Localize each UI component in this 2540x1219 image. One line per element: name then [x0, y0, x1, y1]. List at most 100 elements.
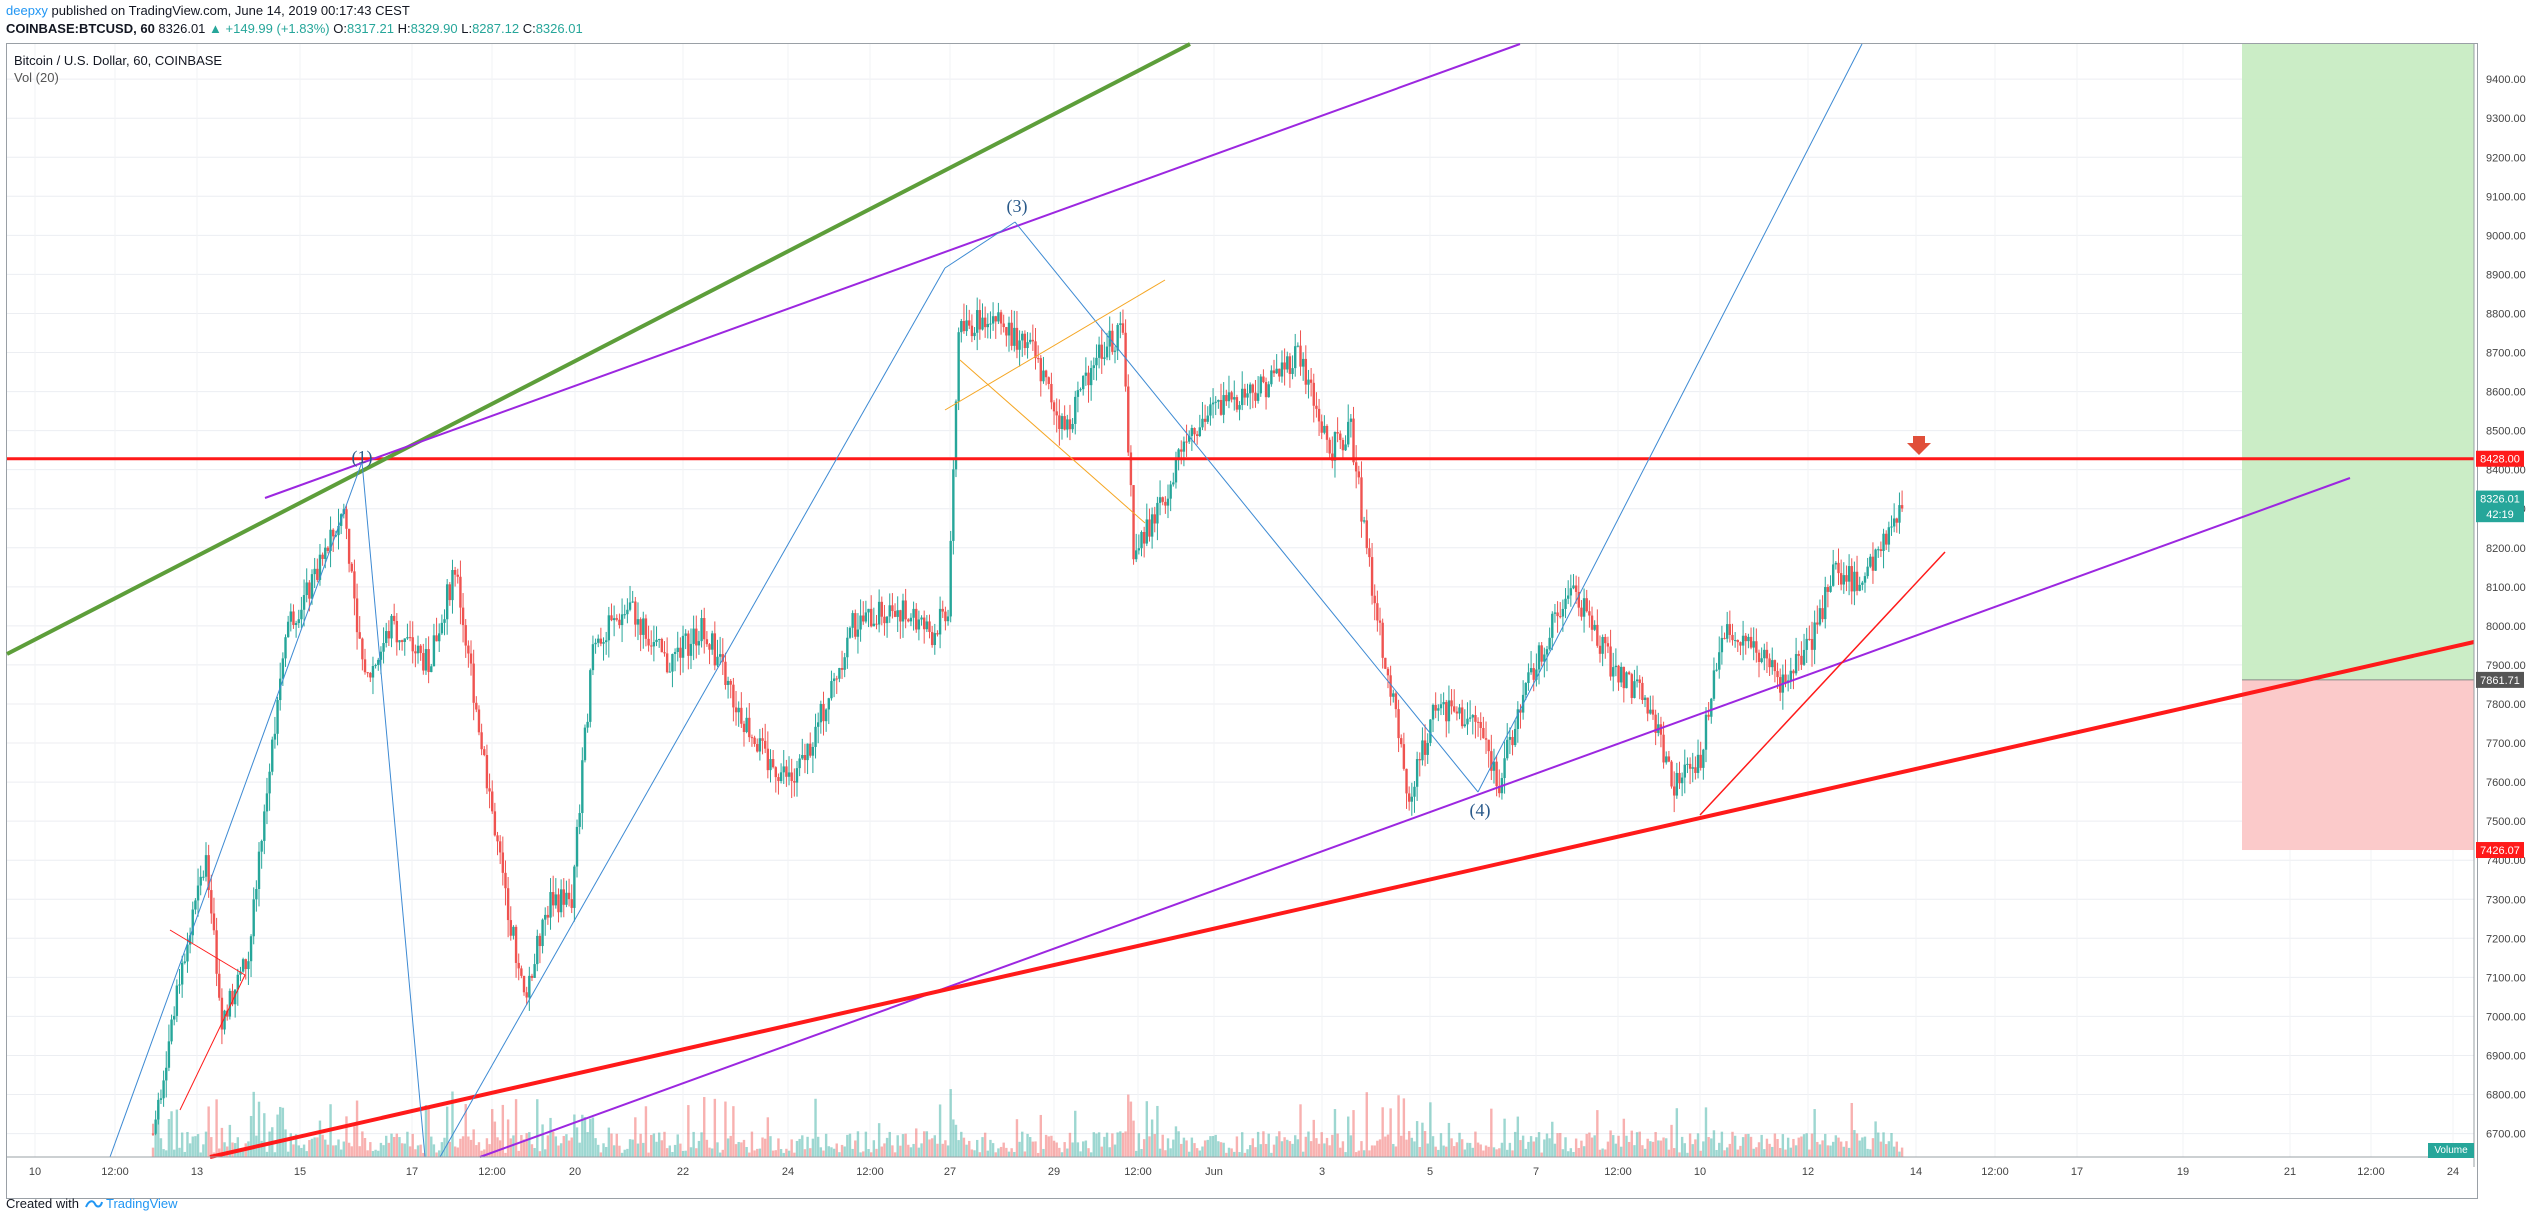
author-link[interactable]: deepxy: [6, 3, 48, 18]
candle-body: [1074, 396, 1077, 424]
candle-body: [1084, 372, 1088, 376]
candle-body: [210, 890, 213, 914]
candle-body: [1328, 439, 1331, 454]
volume-bar: [178, 1147, 181, 1157]
volume-bar: [1142, 1139, 1146, 1157]
candle-body: [1702, 749, 1705, 768]
volume-bar: [893, 1152, 897, 1157]
volume-bar: [1521, 1135, 1525, 1157]
volume-bar: [1683, 1143, 1686, 1157]
volume-bar: [1394, 1146, 1398, 1157]
volume-bar: [424, 1105, 428, 1157]
volume-bar: [1805, 1133, 1808, 1157]
volume-bar: [165, 1150, 168, 1157]
volume-bar: [440, 1142, 444, 1157]
volume-bar: [771, 1150, 775, 1157]
candle-body: [1384, 657, 1387, 669]
axes: 9400.00 9300.00 9200.00 9100.00 9000.00 8900.…: [7, 44, 2526, 1178]
candle-body: [1559, 616, 1562, 618]
volume-bar: [1339, 1147, 1342, 1157]
volume-bar: [729, 1135, 732, 1157]
candle-body: [233, 989, 237, 1005]
volume-bar: [199, 1152, 202, 1157]
volume-bar: [933, 1135, 936, 1157]
volume-bar: [1890, 1133, 1893, 1157]
y-tick-label: 7300.00: [2486, 894, 2526, 906]
volume-bar: [1490, 1108, 1493, 1157]
candle-body: [928, 621, 931, 632]
volume-bar: [626, 1148, 629, 1157]
candle-body: [901, 600, 905, 622]
candle-body: [218, 973, 221, 998]
volume-bar: [1580, 1140, 1583, 1157]
volume-bar: [387, 1142, 391, 1157]
candle-body: [443, 619, 446, 623]
x-tick-label: 27: [944, 1166, 956, 1178]
candle-body: [1161, 497, 1164, 502]
x-tick-label: 5: [1427, 1166, 1433, 1178]
volume-bar: [1824, 1133, 1827, 1157]
candle-body: [1651, 709, 1655, 715]
volume-bar: [318, 1120, 322, 1157]
volume-bar: [615, 1133, 618, 1157]
tradingview-logo[interactable]: TradingView: [85, 1196, 178, 1211]
volume-bar: [162, 1149, 165, 1157]
candle-body: [538, 935, 542, 947]
candle-body: [1622, 666, 1626, 689]
candle-body: [1482, 728, 1485, 739]
candle-body: [1254, 392, 1257, 401]
volume-bar: [668, 1145, 671, 1157]
candle-body: [610, 615, 613, 621]
x-tick-label: 12:00: [1124, 1166, 1152, 1178]
candle-body: [1667, 756, 1671, 762]
candle-body: [438, 633, 441, 642]
candle-body: [922, 617, 926, 630]
volume-indicator-label[interactable]: Vol (20): [14, 70, 59, 85]
y-tick-label: 7000.00: [2486, 1011, 2526, 1023]
candle-body: [377, 659, 380, 666]
candle-body: [1765, 649, 1769, 659]
candle-body: [159, 1098, 163, 1100]
x-tick-label: 17: [2071, 1166, 2083, 1178]
y-tick-label: 9100.00: [2486, 191, 2526, 203]
volume-bar: [557, 1145, 560, 1157]
drawings[interactable]: (1) (3) (4): [6, 42, 2475, 1159]
candle-body: [1869, 556, 1872, 567]
candle-body: [567, 892, 571, 900]
volume-bar: [1818, 1144, 1822, 1157]
volume-bar: [1659, 1140, 1663, 1157]
candle-body: [809, 743, 812, 756]
candle-body: [1407, 793, 1411, 802]
volume-bar: [657, 1132, 661, 1157]
volume-bar: [1029, 1137, 1032, 1157]
volume-bar: [1741, 1137, 1745, 1157]
candle-body: [1506, 739, 1509, 759]
volume-bar: [1712, 1130, 1716, 1157]
volume-bar: [1598, 1149, 1602, 1157]
candle-body: [361, 638, 364, 660]
candle-body: [1278, 368, 1281, 377]
candle-body: [414, 651, 417, 654]
candle-body: [925, 621, 929, 630]
volume-bar: [1744, 1134, 1747, 1157]
volume-bar: [1850, 1102, 1853, 1157]
candle-body: [724, 661, 727, 685]
volume-bar: [1172, 1139, 1175, 1157]
candle-body: [1707, 714, 1710, 717]
volume-bar: [1638, 1131, 1641, 1157]
y-tick-label: 7200.00: [2486, 933, 2526, 945]
candle-body: [647, 638, 650, 646]
open-value: 8317.21: [346, 21, 394, 36]
candle-body: [501, 852, 505, 873]
volume-bar: [740, 1142, 743, 1157]
candle-body: [695, 628, 698, 646]
volume-bar: [321, 1134, 324, 1157]
candle-body: [1771, 660, 1774, 668]
candle-body: [1524, 683, 1527, 695]
candle-body: [512, 926, 515, 936]
volume-bar: [427, 1106, 430, 1157]
volume-bar: [509, 1138, 512, 1157]
candle-body: [989, 323, 992, 325]
volume-bar: [1633, 1145, 1636, 1157]
